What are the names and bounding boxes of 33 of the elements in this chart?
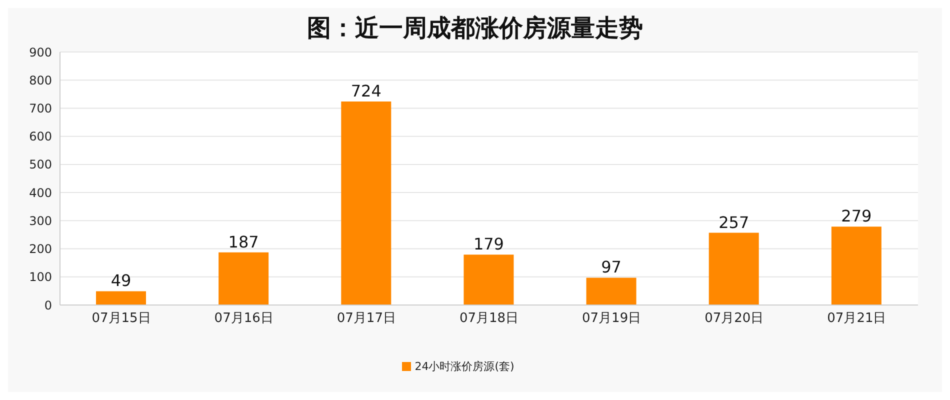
x-tick-label: 07月16日 (214, 311, 274, 326)
data-label: 724 (350, 81, 382, 100)
y-tick-label: 500 (29, 158, 52, 172)
y-tick-label: 100 (29, 270, 52, 284)
x-tick-label: 07月19日 (582, 311, 642, 326)
data-label: 49 (110, 271, 132, 290)
bar (96, 291, 146, 305)
y-tick-label: 800 (29, 73, 52, 88)
x-tick-label: 07月18日 (459, 311, 519, 326)
chart-title: 图：近一周成都涨价房源量走势 (306, 13, 644, 42)
data-label: 257 (718, 212, 750, 232)
data-label: 179 (473, 234, 504, 254)
y-tick-label: 700 (29, 101, 52, 116)
bar (341, 101, 392, 305)
y-tick-label: 200 (29, 242, 52, 256)
bar (708, 232, 759, 305)
bar (218, 252, 269, 305)
y-tick-label: 600 (29, 130, 52, 144)
y-tick-label: 400 (29, 186, 52, 200)
bar (464, 254, 514, 305)
x-tick-label: 07月15日 (92, 311, 151, 326)
x-tick-label: 07月17日 (336, 311, 396, 326)
legend-label: 24小时涨价房源(套) (414, 360, 514, 373)
bar (831, 226, 882, 305)
y-tick-label: 0 (44, 298, 52, 312)
data-label: 187 (228, 232, 259, 252)
y-tick-label: 300 (29, 214, 52, 228)
x-tick-label: 07月20日 (704, 311, 764, 326)
data-label: 97 (601, 258, 622, 277)
x-tick-label: 07月21日 (827, 311, 886, 326)
bar (586, 278, 636, 305)
data-label: 279 (841, 206, 872, 226)
y-tick-label: 900 (29, 45, 52, 60)
